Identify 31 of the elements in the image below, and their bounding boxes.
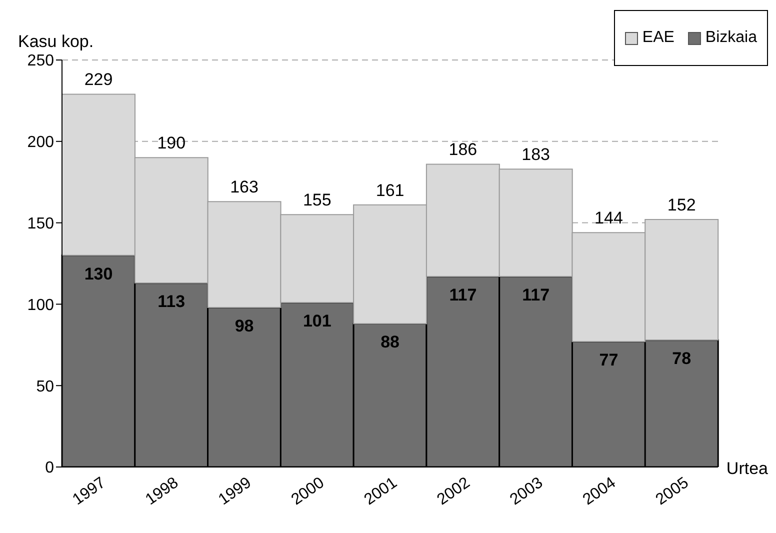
y-tick-label: 150 <box>27 215 54 232</box>
data-label: 77 <box>599 350 618 370</box>
data-label: 98 <box>234 316 254 336</box>
total-label: 155 <box>302 190 332 210</box>
y-tick-label: 100 <box>27 296 54 314</box>
y-axis-title: Kasu kop. <box>18 32 94 52</box>
total-label: 186 <box>448 140 478 160</box>
x-tick-label: 2001 <box>361 474 400 509</box>
legend-label: EAE <box>642 29 674 47</box>
data-label: 130 <box>84 264 113 284</box>
total-label: 144 <box>594 208 623 228</box>
y-tick-label: 200 <box>27 134 54 152</box>
total-label: 152 <box>667 196 696 215</box>
total-label: 183 <box>522 145 550 164</box>
x-tick-label: 1998 <box>142 474 182 509</box>
text: Bizkaia <box>705 29 757 47</box>
data-label: 117 <box>522 286 550 305</box>
y-tick-label: 250 <box>27 52 54 70</box>
data-label: 117 <box>449 286 477 305</box>
y-tick-label: 0 <box>45 460 54 477</box>
data-label: 101 <box>302 312 332 331</box>
y-tick-label: 50 <box>36 378 54 396</box>
x-axis-title: Urtea <box>726 459 768 479</box>
data-label: 78 <box>672 349 692 368</box>
data-label: 113 <box>158 292 186 312</box>
total-label: 229 <box>84 70 113 90</box>
x-tick-label: 1999 <box>216 474 255 509</box>
data-label: 88 <box>380 332 400 352</box>
total-label: 161 <box>376 180 404 200</box>
total-label: 163 <box>230 178 258 197</box>
total-label: 190 <box>157 134 186 153</box>
